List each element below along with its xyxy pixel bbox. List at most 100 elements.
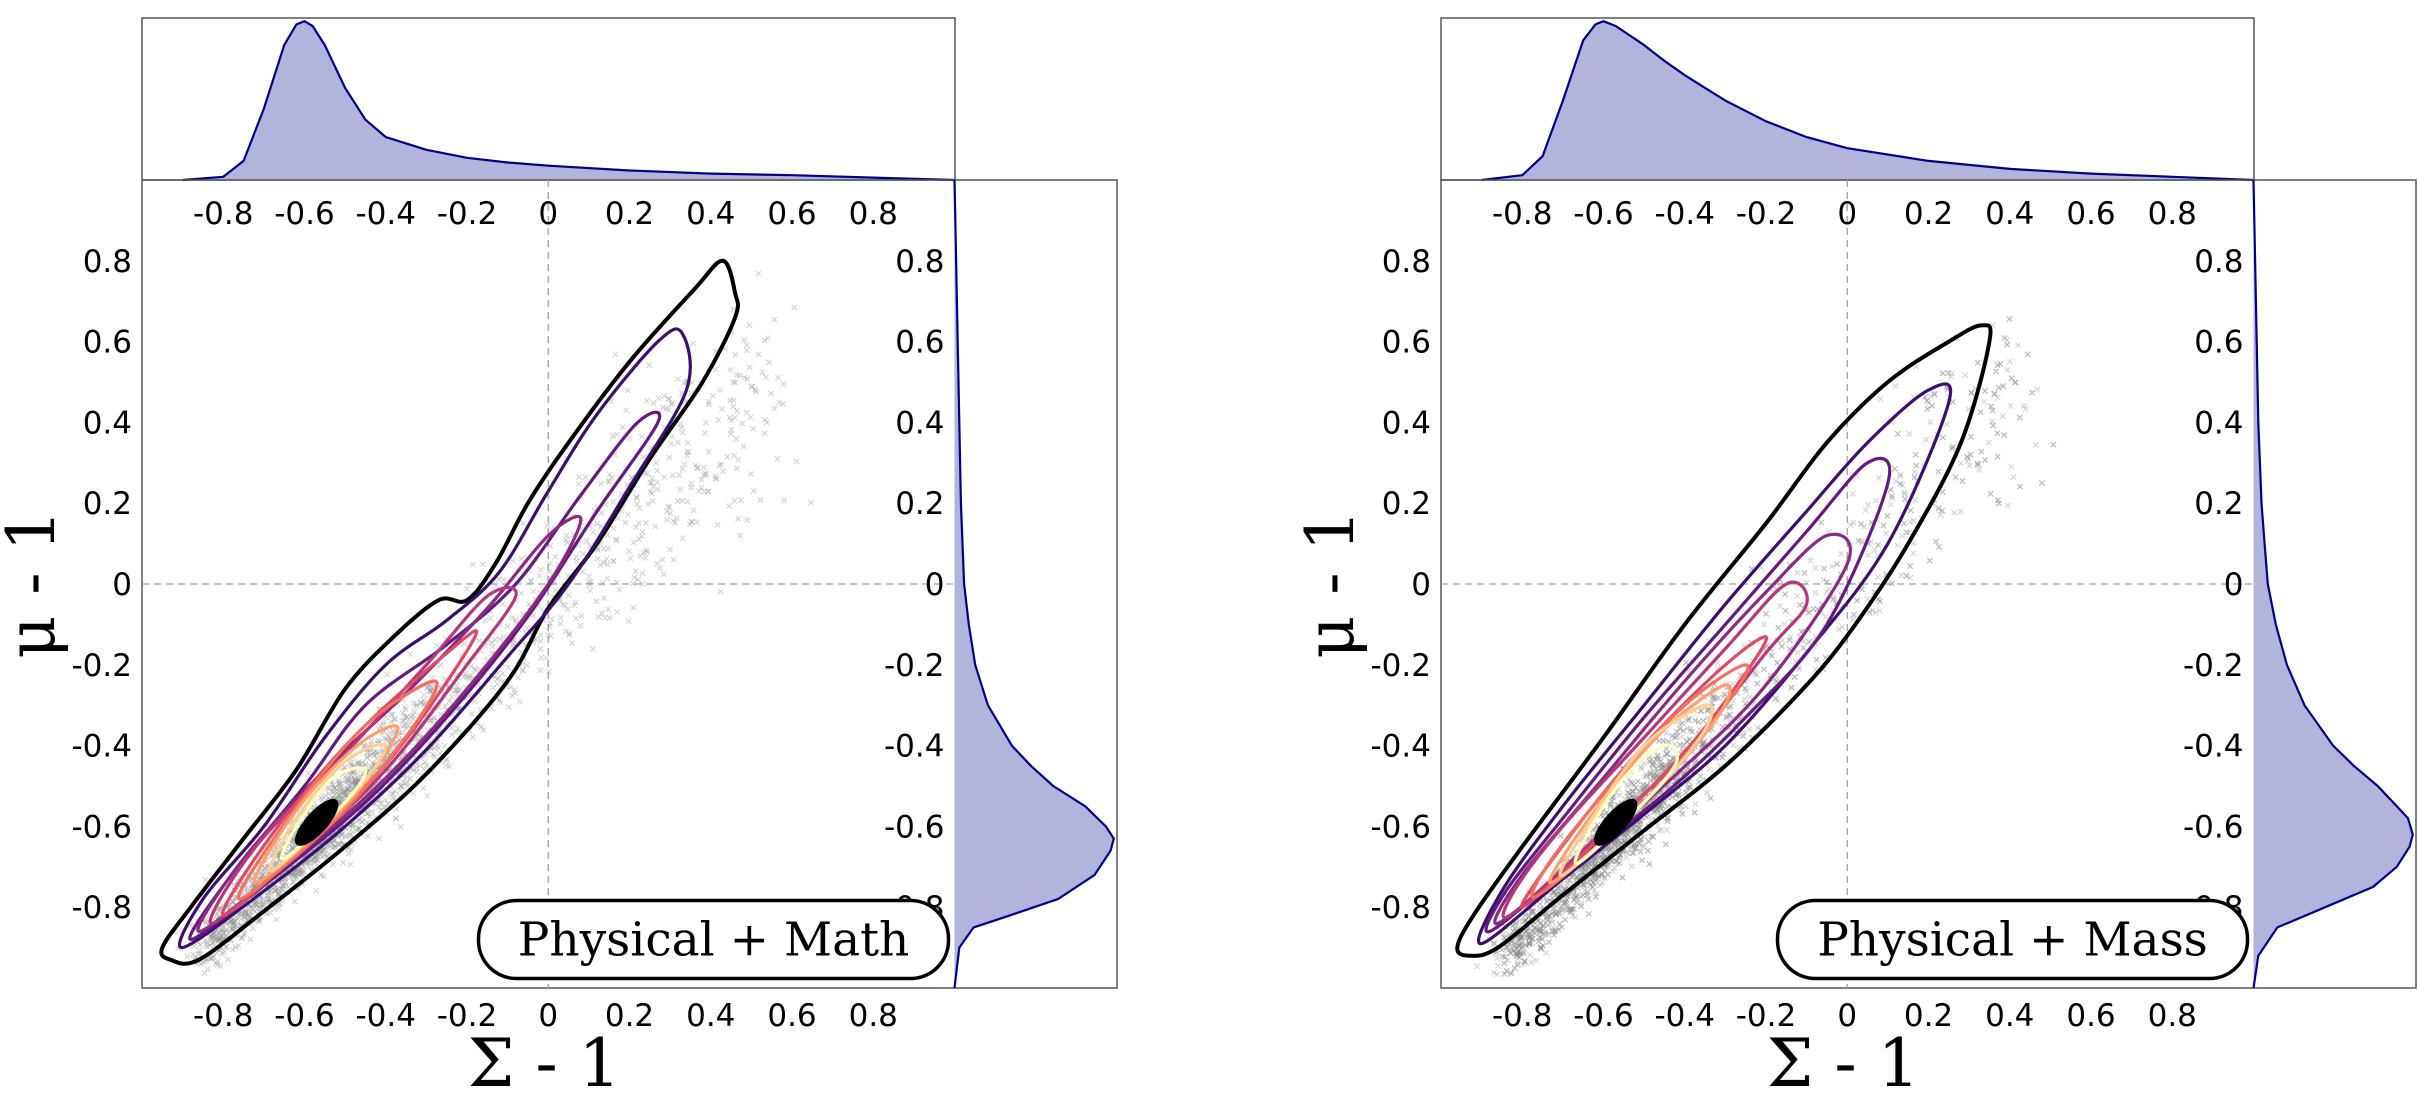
scatter-point [1601, 867, 1608, 874]
scatter-point [351, 769, 358, 776]
scatter-point [1609, 858, 1616, 865]
scatter-point [291, 898, 298, 905]
scatter-point [639, 581, 646, 588]
scatter-point [399, 778, 406, 785]
scatter-point [471, 665, 478, 672]
scatter-point [433, 642, 440, 649]
scatter-point [552, 587, 559, 594]
scatter-point [334, 777, 341, 784]
y-tick-label-right: -0.4 [2183, 729, 2244, 765]
scatter-point [629, 580, 636, 587]
scatter-point [1545, 939, 1552, 946]
scatter-point [1645, 838, 1652, 845]
scatter-point [1903, 572, 1910, 579]
scatter-point [588, 578, 595, 585]
scatter-point [1968, 433, 1975, 440]
scatter-point [1786, 637, 1793, 644]
scatter-point [664, 516, 671, 523]
scatter-point [1939, 507, 1946, 514]
scatter-point [390, 727, 397, 734]
scatter-point [1994, 362, 2001, 369]
density-contours [1455, 323, 1993, 958]
scatter-point [468, 710, 475, 718]
scatter-point [433, 743, 440, 750]
scatter-point [775, 374, 782, 381]
scatter-point [488, 639, 495, 646]
scatter-point [601, 595, 608, 602]
scatter-point [1662, 841, 1669, 848]
scatter-point [1544, 898, 1551, 905]
scatter-point [741, 374, 748, 381]
scatter-point [1875, 596, 1882, 603]
scatter-point [524, 625, 531, 632]
scatter-point [1561, 916, 1568, 923]
scatter-point [1705, 706, 1712, 713]
scatter-point [1522, 941, 1529, 948]
scatter-point [1660, 762, 1667, 769]
scatter-point [241, 930, 248, 937]
scatter-point [442, 703, 449, 710]
scatter-point [1978, 448, 1985, 455]
scatter-point [1679, 810, 1686, 817]
scatter-point [2014, 341, 2021, 348]
scatter-point [390, 790, 397, 797]
scatter-point [1649, 760, 1656, 767]
scatter-point [564, 606, 571, 613]
scatter-point [1948, 370, 1955, 377]
scatter-point [668, 401, 675, 408]
scatter-point [500, 576, 507, 583]
scatter-point [1939, 370, 1946, 377]
scatter-point [1563, 896, 1570, 903]
scatter-point [1530, 908, 1537, 915]
scatter-point [1599, 870, 1606, 877]
x-tick-label-top: -0.2 [1736, 196, 1797, 232]
scatter-point [446, 763, 453, 770]
scatter-point [571, 602, 578, 609]
scatter-point [1549, 928, 1556, 935]
scatter-point [1888, 580, 1895, 587]
scatter-point [344, 776, 351, 783]
scatter-point [1658, 805, 1665, 812]
scatter-point [1631, 841, 1638, 848]
scatter-point [250, 901, 257, 908]
scatter-point [1518, 940, 1525, 947]
scatter-point [1611, 841, 1618, 848]
scatter-point [1563, 907, 1570, 914]
y-tick-label-right: -0.6 [884, 809, 945, 845]
scatter-point [1680, 727, 1687, 734]
scatter-point [358, 814, 365, 821]
scatter-point [326, 843, 333, 850]
scatter-point [1623, 854, 1630, 861]
scatter-point [1573, 892, 1580, 899]
scatter-point [1858, 538, 1865, 545]
scatter-point [364, 832, 371, 839]
scatter-point [648, 479, 655, 486]
scatter-point [636, 505, 643, 512]
scatter-point [1877, 396, 1884, 403]
scatter-point [1612, 842, 1619, 849]
scatter-point [1531, 925, 1538, 932]
scatter-point [348, 846, 355, 853]
scatter-point [1700, 717, 1707, 724]
scatter-point [217, 935, 224, 942]
scatter-point [523, 662, 531, 669]
scatter-point [1631, 845, 1638, 852]
scatter-point [493, 675, 500, 683]
scatter-point [1516, 918, 1523, 925]
scatter-point [590, 529, 597, 536]
scatter-point [404, 773, 411, 780]
scatter-point [1637, 836, 1644, 843]
scatter-point [1582, 887, 1589, 894]
scatter-point [353, 827, 360, 834]
scatter-point [345, 850, 352, 857]
scatter-point [737, 532, 744, 539]
scatter-point [1648, 833, 1655, 840]
scatter-point [2001, 432, 2008, 439]
scatter-point [1544, 931, 1551, 938]
x-tick-label-top: 0.6 [2066, 196, 2115, 232]
scatter-point [1903, 529, 1910, 536]
scatter-point [1721, 691, 1728, 698]
scatter-point [1524, 943, 1531, 950]
scatter-point [1630, 788, 1637, 795]
scatter-point [670, 556, 677, 563]
